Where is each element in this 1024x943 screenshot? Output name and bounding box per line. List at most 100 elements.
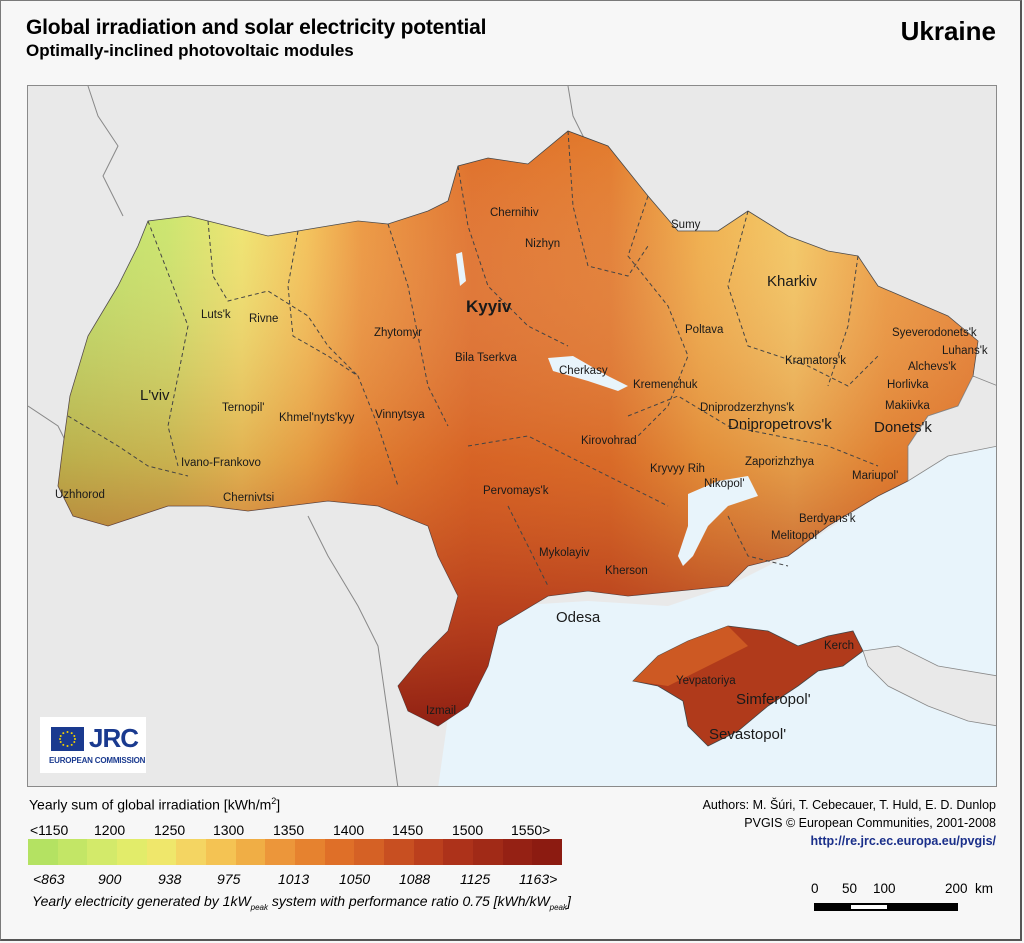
scale-bar bbox=[814, 903, 958, 911]
color-swatch bbox=[206, 839, 236, 865]
scale-label: 50 bbox=[842, 881, 858, 896]
european-commission-label: EUROPEAN COMMISSION bbox=[49, 756, 146, 765]
tick-label: 975 bbox=[217, 871, 241, 887]
color-swatch bbox=[176, 839, 207, 865]
city-label: Kerch bbox=[824, 640, 855, 652]
color-swatch bbox=[502, 839, 533, 865]
city-label: L'viv bbox=[140, 387, 170, 404]
tick-label: 1550> bbox=[511, 822, 551, 838]
city-label: Ivano-Frankovo bbox=[181, 457, 261, 469]
country-name: Ukraine bbox=[900, 16, 996, 46]
city-label: Chernivtsi bbox=[223, 492, 275, 504]
color-swatch bbox=[354, 839, 385, 865]
city-label: Luhans'k bbox=[942, 345, 988, 357]
scale-label: 0 bbox=[811, 881, 819, 896]
color-swatch bbox=[28, 839, 58, 865]
jrc-logo: JRC EUROPEAN COMMISSION bbox=[40, 717, 146, 773]
tick-label: 1050 bbox=[339, 871, 371, 887]
color-scale-bar bbox=[28, 839, 563, 865]
tick-label: 1163> bbox=[519, 871, 558, 887]
city-label: Rivne bbox=[249, 313, 279, 325]
city-label: Luts'k bbox=[201, 309, 231, 321]
tick-label: 1200 bbox=[94, 822, 126, 838]
city-label: Mykolayiv bbox=[539, 547, 590, 559]
color-swatch bbox=[384, 839, 414, 865]
tick-label: 1250 bbox=[154, 822, 186, 838]
tick-label: <863 bbox=[33, 871, 65, 887]
legend-subtitle: Yearly electricity generated by 1kWpeak … bbox=[32, 893, 571, 912]
copyright: PVGIS © European Communities, 2001-2008 bbox=[744, 816, 996, 830]
city-label: Alchevs'k bbox=[908, 361, 957, 373]
tick-label: 938 bbox=[158, 871, 182, 887]
city-label: Dnipropetrovs'k bbox=[728, 416, 832, 433]
city-label: Zhytomyr bbox=[374, 327, 422, 339]
legend-title: Yearly sum of global irradiation [kWh/m2… bbox=[29, 796, 281, 813]
color-swatch bbox=[473, 839, 503, 865]
city-label: Cherkasy bbox=[559, 365, 608, 377]
color-swatch bbox=[413, 839, 444, 865]
tick-label: 1450 bbox=[392, 822, 424, 838]
city-label: Sevastopol' bbox=[709, 726, 787, 743]
city-label: Poltava bbox=[685, 324, 724, 336]
city-label: Makiivka bbox=[885, 400, 930, 412]
city-label: Kryvyy Rih bbox=[650, 463, 705, 475]
city-label: Khmel'nyts'kyy bbox=[279, 412, 355, 424]
city-label: Syeverodonets'k bbox=[892, 327, 977, 339]
city-label: Simferopol' bbox=[736, 691, 811, 708]
irradiation-ticks: <1150 1200 1250 1300 1350 1400 1450 1500… bbox=[28, 822, 568, 838]
map-panel[interactable]: Kyyiv Chernihiv Nizhyn Sumy Kharkiv Luts'k Riv… bbox=[27, 85, 997, 787]
city-label: Berdyans'k bbox=[799, 513, 856, 525]
tick-label: <1150 bbox=[30, 822, 69, 838]
city-label: Izmail bbox=[426, 705, 457, 717]
city-label: Sumy bbox=[671, 219, 701, 231]
city-label: Melitopol' bbox=[771, 530, 820, 542]
city-label: Uzhhorod bbox=[55, 489, 105, 501]
kakhovka-reservoir bbox=[678, 476, 758, 566]
city-label: Odesa bbox=[556, 609, 601, 626]
scale-label: km bbox=[975, 881, 993, 896]
scale-label: 200 bbox=[945, 881, 968, 896]
tick-label: 1300 bbox=[213, 822, 245, 838]
tick-label: 1088 bbox=[399, 871, 431, 887]
color-swatch bbox=[532, 839, 563, 865]
city-label: Yevpatoriya bbox=[676, 675, 736, 687]
color-swatch bbox=[265, 839, 296, 865]
city-label: Zaporizhzhya bbox=[745, 456, 815, 468]
city-label: Pervomays'k bbox=[483, 485, 549, 497]
city-label: Kharkiv bbox=[767, 273, 818, 290]
color-swatch bbox=[235, 839, 266, 865]
city-label: Bila Tserkva bbox=[455, 352, 517, 364]
city-label: Chernihiv bbox=[490, 207, 539, 219]
city-label: Nikopol' bbox=[704, 478, 745, 490]
city-label: Ternopil' bbox=[222, 402, 265, 414]
city-label: Vinnytsya bbox=[375, 409, 425, 421]
kremenchuk-reservoir bbox=[548, 356, 628, 391]
map-title: Global irradiation and solar electricity… bbox=[26, 16, 487, 39]
authors: Authors: M. Šúri, T. Cebecauer, T. Huld,… bbox=[702, 798, 996, 812]
black-sea bbox=[438, 446, 996, 786]
scale-labels: 0 50 100 200 km bbox=[805, 881, 1024, 897]
jrc-wordmark: JRC bbox=[89, 723, 139, 753]
city-label: Donets'k bbox=[874, 419, 932, 436]
tick-label: 1125 bbox=[460, 871, 491, 887]
city-label: Kyyiv bbox=[466, 297, 512, 316]
city-label: Dniprodzerzhyns'k bbox=[700, 402, 795, 414]
city-label: Horlivka bbox=[887, 379, 929, 391]
city-label: Kramators'k bbox=[785, 355, 846, 367]
electricity-ticks: <863 900 938 975 1013 1050 1088 1125 116… bbox=[28, 871, 568, 887]
color-swatch bbox=[117, 839, 147, 865]
city-label: Nizhyn bbox=[525, 238, 561, 250]
color-swatch bbox=[87, 839, 118, 865]
city-label: Kirovohrad bbox=[581, 435, 637, 447]
kyiv-reservoir bbox=[456, 252, 466, 286]
color-swatch bbox=[324, 839, 355, 865]
map-canvas bbox=[28, 86, 996, 786]
tick-label: 900 bbox=[98, 871, 122, 887]
color-swatch bbox=[146, 839, 177, 865]
tick-label: 1500 bbox=[452, 822, 484, 838]
color-swatch bbox=[295, 839, 325, 865]
pvgis-link[interactable]: http://re.jrc.ec.europa.eu/pvgis/ bbox=[810, 834, 996, 848]
scale-label: 100 bbox=[873, 881, 896, 896]
city-label: Mariupol' bbox=[852, 470, 899, 482]
